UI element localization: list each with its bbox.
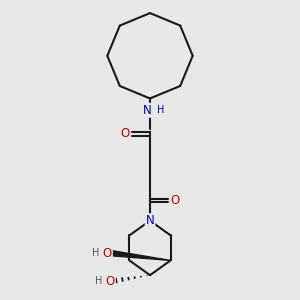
Polygon shape [110, 250, 171, 260]
Text: N: N [143, 104, 152, 117]
Text: H: H [95, 276, 102, 286]
Text: N: N [146, 214, 154, 227]
Text: H: H [157, 105, 164, 115]
Text: O: O [120, 127, 130, 140]
Text: O: O [106, 274, 115, 287]
Text: H: H [92, 248, 99, 258]
Text: O: O [103, 247, 112, 260]
Text: O: O [170, 194, 180, 207]
